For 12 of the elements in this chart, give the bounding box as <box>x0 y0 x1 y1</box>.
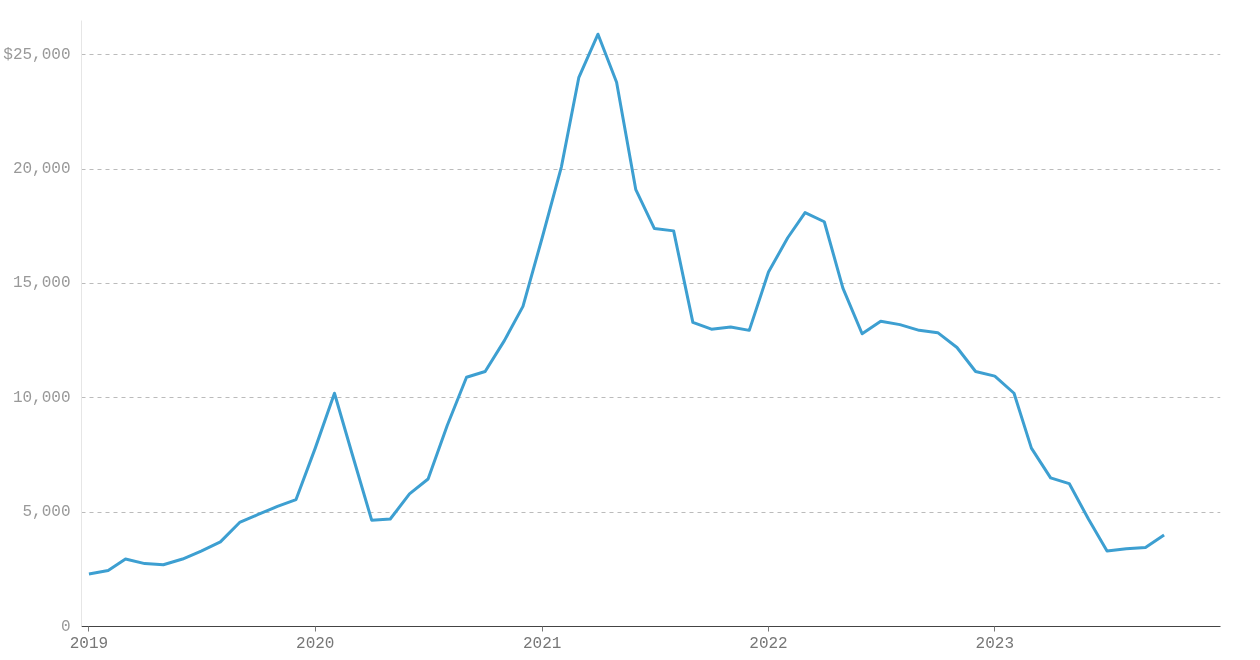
x-tick-label: 2022 <box>749 634 788 653</box>
y-tick-label: 10,000 <box>12 388 71 407</box>
x-tick-label: 2021 <box>522 634 562 653</box>
y-tick-label: 0 <box>60 617 71 636</box>
y-tick-label: 5,000 <box>22 503 71 522</box>
line-series <box>87 32 1166 576</box>
x-tick-label: 2020 <box>296 634 335 653</box>
x-tick-label: 2019 <box>69 634 109 653</box>
y-tick-label: 15,000 <box>12 274 71 293</box>
y-tick-label: 20,000 <box>12 160 71 179</box>
y-tick-label: $25,000 <box>3 45 71 64</box>
x-tick-label: 2023 <box>975 634 1015 653</box>
